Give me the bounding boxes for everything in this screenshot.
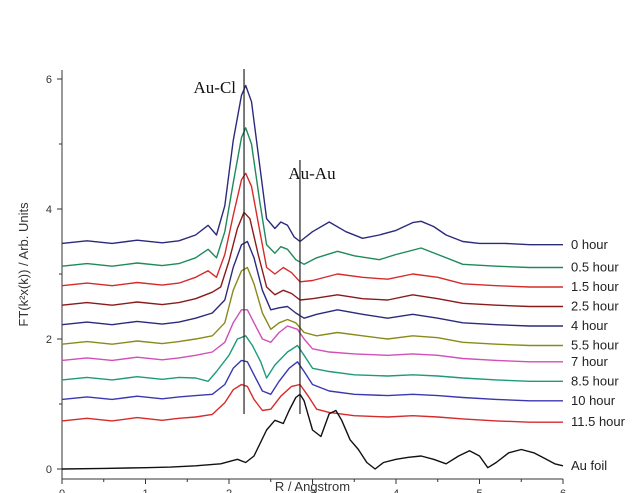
- series-line: [61, 211, 563, 308]
- y-tick-label: 0: [46, 464, 52, 476]
- y-axis-title: FT(k²x(k)) / Arb. Units: [16, 202, 31, 327]
- y-tick-label: 4: [46, 204, 52, 216]
- x-tick-label: 1: [142, 488, 148, 493]
- series-line: [61, 127, 563, 269]
- x-tick-label: 3: [309, 488, 315, 493]
- series-label: 2.5 hour: [571, 299, 619, 314]
- series-line: [61, 359, 563, 402]
- series-line: [61, 240, 563, 327]
- x-tick-label: 0: [59, 488, 65, 493]
- series-line: [61, 172, 563, 288]
- axes: 0 1 2 3 4 5 6 0 2 4 6: [46, 70, 566, 493]
- series-label: 0.5 hour: [571, 260, 619, 275]
- series-lines: [61, 84, 564, 470]
- y-tick-label: 2: [46, 334, 52, 346]
- marker-label: Au-Au: [288, 164, 336, 183]
- series-line: [61, 266, 563, 347]
- series-line: [61, 383, 563, 423]
- marker-lines: Au-Cl Au-Au: [194, 69, 336, 414]
- y-tick-label: 6: [46, 74, 52, 86]
- series-label: 1.5 hour: [571, 279, 619, 294]
- x-axis-title: R / Angstrom: [275, 479, 350, 493]
- x-tick-label: 5: [476, 488, 482, 493]
- series-line: [61, 309, 563, 363]
- series-line: [61, 393, 564, 470]
- x-tick-label: 4: [393, 488, 399, 493]
- series-label: 8.5 hour: [571, 373, 619, 388]
- series-label: 11.5 hour: [571, 414, 626, 429]
- x-tick-label: 6: [560, 488, 566, 493]
- series-line: [61, 335, 563, 382]
- series-label: 0 hour: [571, 237, 609, 252]
- x-tick-label: 2: [226, 488, 232, 493]
- series-label: 10 hour: [571, 393, 616, 408]
- series-label: 5.5 hour: [571, 338, 619, 353]
- series-label: 4 hour: [571, 318, 609, 333]
- series-label: Au foil: [571, 458, 607, 473]
- series-line: [61, 84, 563, 246]
- marker-label: Au-Cl: [194, 78, 237, 97]
- series-labels: 0 hour 0.5 hour 1.5 hour 2.5 hour 4 hour 5.5 …: [571, 237, 626, 473]
- series-label: 7 hour: [571, 354, 609, 369]
